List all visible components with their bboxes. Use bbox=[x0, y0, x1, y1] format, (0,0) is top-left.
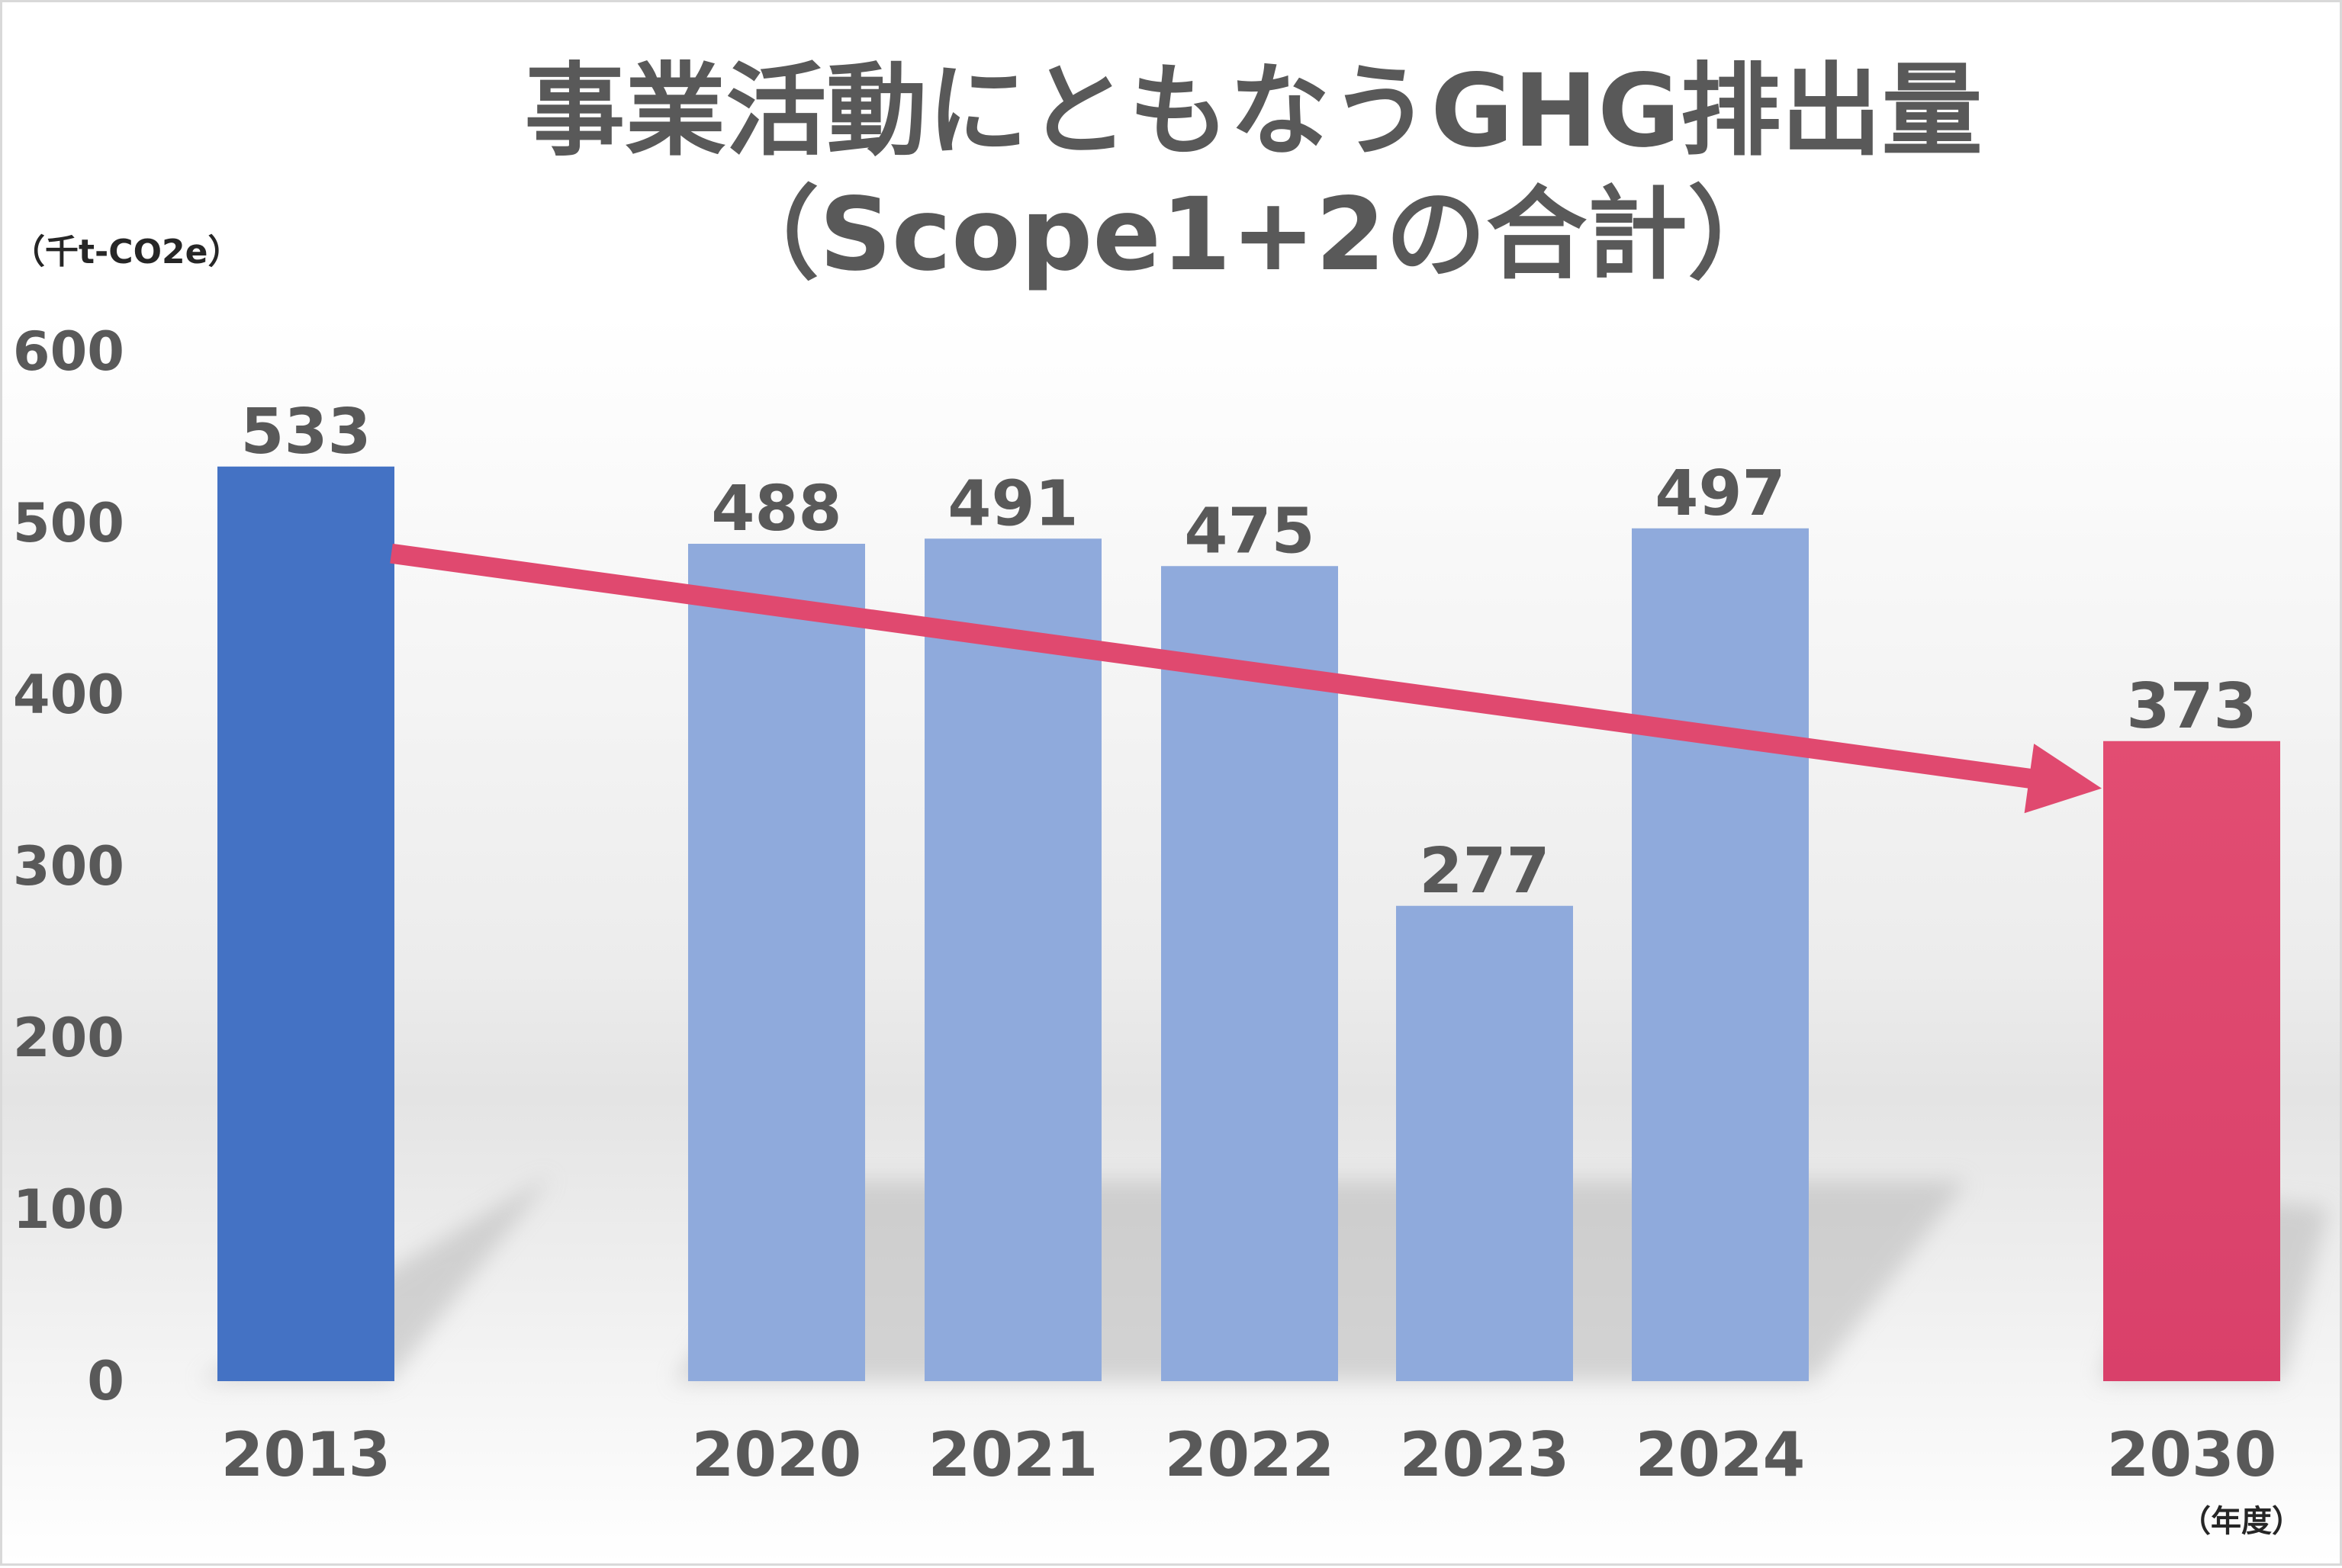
y-axis-unit-label: （千t-CO2e） bbox=[11, 233, 241, 272]
value-label-2022: 475 bbox=[1184, 495, 1314, 567]
bar-2020 bbox=[688, 544, 865, 1381]
category-label-2030: 2030 bbox=[2107, 1419, 2277, 1490]
bar-2023 bbox=[1396, 905, 1573, 1381]
x-axis-unit-label: （年度） bbox=[2180, 1504, 2302, 1539]
value-label-2024: 497 bbox=[1655, 458, 1785, 530]
bars bbox=[217, 466, 2280, 1381]
category-label-2022: 2022 bbox=[1165, 1419, 1335, 1490]
bar-2030 bbox=[2103, 741, 2280, 1381]
value-label-2030: 373 bbox=[2126, 670, 2257, 743]
category-label-2023: 2023 bbox=[1400, 1419, 1570, 1490]
category-label-2020: 2020 bbox=[692, 1419, 862, 1490]
y-tick-label: 400 bbox=[13, 664, 124, 726]
bar-2024 bbox=[1632, 528, 1809, 1381]
trend-arrow-line bbox=[390, 543, 2034, 789]
value-label-2023: 277 bbox=[1419, 835, 1549, 908]
y-tick-label: 0 bbox=[87, 1350, 124, 1412]
trend-arrowhead bbox=[2024, 744, 2102, 814]
y-tick-label: 600 bbox=[13, 320, 124, 383]
bar-2021 bbox=[925, 538, 1102, 1381]
y-tick-label: 300 bbox=[13, 835, 124, 898]
chart-title: 事業活動にともなうGHG排出量 bbox=[524, 53, 1982, 170]
category-label-2013: 2013 bbox=[221, 1419, 391, 1490]
value-label-2013: 533 bbox=[240, 396, 371, 468]
x-axis-category-labels: 2013 2020 2021 2022 2023 2024 2030 bbox=[221, 1419, 2277, 1490]
y-tick-label: 500 bbox=[13, 492, 124, 554]
chart-subtitle: （Scope1+2の合計） bbox=[719, 176, 1788, 294]
bar-2022 bbox=[1161, 566, 1338, 1381]
bar-2013 bbox=[217, 466, 394, 1381]
value-label-2021: 491 bbox=[947, 468, 1078, 540]
value-label-2020: 488 bbox=[711, 473, 841, 545]
y-tick-label: 200 bbox=[13, 1007, 124, 1069]
y-tick-label: 100 bbox=[13, 1178, 124, 1241]
category-label-2021: 2021 bbox=[928, 1419, 1099, 1490]
category-label-2024: 2024 bbox=[1636, 1419, 1806, 1490]
bar-value-labels: 533 488 491 475 277 497 373 bbox=[240, 396, 2257, 908]
trend-arrow bbox=[390, 543, 2102, 814]
y-axis-ticks: 0 100 200 300 400 500 600 bbox=[13, 320, 124, 1412]
